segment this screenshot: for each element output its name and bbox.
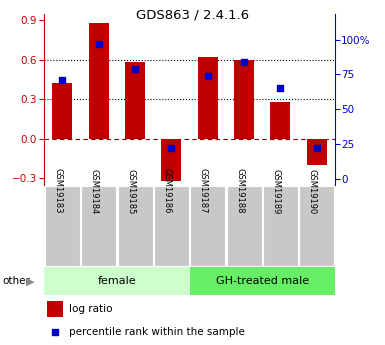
Bar <box>154 186 189 266</box>
Text: log ratio: log ratio <box>69 304 112 314</box>
Bar <box>307 139 327 165</box>
Point <box>59 77 65 83</box>
Bar <box>118 186 152 266</box>
Bar <box>234 60 254 139</box>
Text: GDS863 / 2.4.1.6: GDS863 / 2.4.1.6 <box>136 9 249 22</box>
Bar <box>190 186 225 266</box>
Text: GSM19184: GSM19184 <box>90 168 99 214</box>
Text: ▶: ▶ <box>26 276 35 286</box>
Point <box>241 59 247 65</box>
Bar <box>52 83 72 139</box>
Text: percentile rank within the sample: percentile rank within the sample <box>69 327 245 337</box>
Text: GSM19187: GSM19187 <box>199 168 208 214</box>
Point <box>277 86 283 91</box>
Bar <box>227 186 261 266</box>
Bar <box>89 23 109 139</box>
Bar <box>81 186 116 266</box>
Bar <box>270 102 290 139</box>
Point <box>96 41 102 47</box>
Text: GSM19183: GSM19183 <box>54 168 62 214</box>
Point <box>314 145 320 151</box>
Point <box>132 66 138 72</box>
Text: GSM19190: GSM19190 <box>308 169 317 214</box>
Text: GSM19189: GSM19189 <box>271 168 280 214</box>
Bar <box>44 267 190 295</box>
Text: GSM19186: GSM19186 <box>162 168 171 214</box>
Text: GSM19188: GSM19188 <box>235 168 244 214</box>
Bar <box>161 139 181 181</box>
Point <box>287 231 293 237</box>
Bar <box>198 57 218 139</box>
Bar <box>300 186 334 266</box>
Bar <box>263 186 298 266</box>
Bar <box>125 62 145 139</box>
Text: GSM19185: GSM19185 <box>126 168 135 214</box>
Point <box>168 145 174 151</box>
Text: other: other <box>2 276 30 286</box>
Text: female: female <box>98 276 136 286</box>
Bar <box>47 302 63 317</box>
Bar <box>190 267 335 295</box>
Text: GH-treated male: GH-treated male <box>216 276 309 286</box>
Point <box>205 73 211 79</box>
Bar <box>45 186 80 266</box>
